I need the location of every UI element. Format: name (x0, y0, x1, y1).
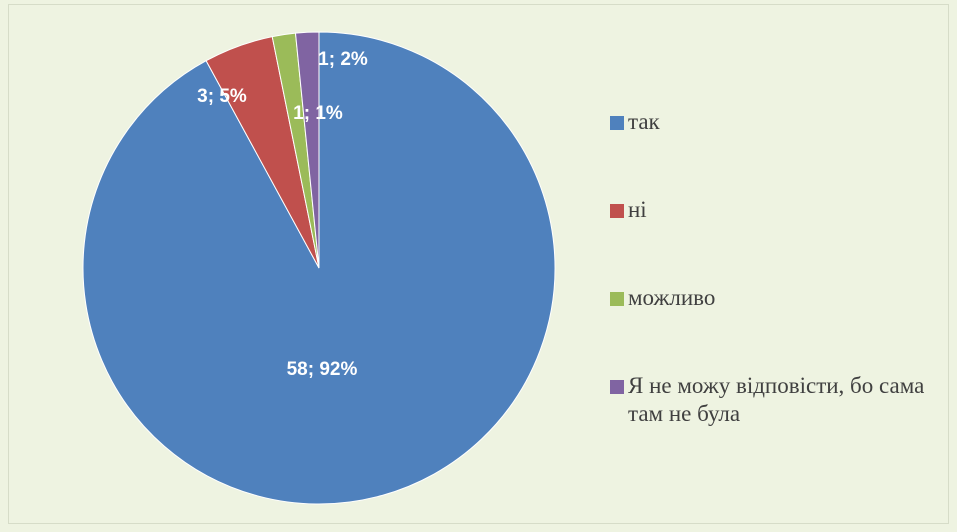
legend: так ні можливо Я не можу відповісти, бо сам… (608, 108, 938, 460)
data-label: 58; 92% (287, 359, 358, 380)
legend-label: так (628, 109, 660, 134)
data-label: 1; 1% (293, 103, 343, 124)
data-label: 3; 5% (197, 86, 247, 107)
legend-swatch (610, 116, 624, 130)
legend-entry: так (608, 108, 938, 196)
legend-entry: ні (608, 196, 938, 284)
data-label: 1; 2% (318, 49, 368, 70)
legend-label: можливо (628, 285, 716, 310)
legend-entry: Я не можу відповісти, бо сама там не бул… (608, 372, 938, 460)
legend-label: ні (628, 197, 647, 222)
chart-frame (8, 4, 949, 524)
legend-entry: можливо (608, 284, 938, 372)
legend-swatch (610, 380, 624, 394)
legend-label: Я не можу відповісти, бо сама там не бул… (628, 373, 925, 426)
legend-swatch (610, 204, 624, 218)
pie-slice (294, 31, 320, 269)
legend-swatch (610, 292, 624, 306)
